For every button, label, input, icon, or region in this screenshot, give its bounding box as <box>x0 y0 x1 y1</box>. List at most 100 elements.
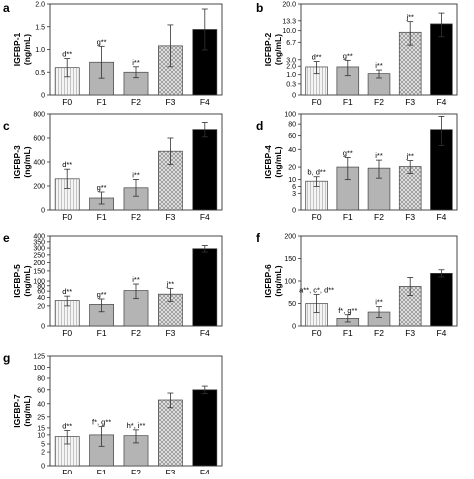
y-tick-label: 200 <box>33 184 45 191</box>
y-tick-label: 100 <box>284 279 296 286</box>
y-tick-label: 200 <box>284 234 296 241</box>
y-tick-label: 5 <box>41 442 45 449</box>
y-tick-label: 1.0 <box>35 47 45 54</box>
x-tick-label: F0 <box>62 468 72 474</box>
y-axis-label: IGFBP-5 <box>12 264 22 298</box>
y-tick-label: 150 <box>33 268 45 275</box>
y-tick-label: 200 <box>33 260 45 267</box>
y-tick-label: 1.5 <box>35 24 45 31</box>
panel-label: g <box>3 351 10 365</box>
y-tick-label: 0 <box>292 208 296 215</box>
y-axis-unit: (ng/mL) <box>22 146 32 177</box>
x-tick-label: F4 <box>200 212 210 222</box>
panel-c: c 0 200 400 600 800 IGFBP-3 (ng/mL) d** F0 g** F1 i*… <box>3 112 223 222</box>
x-tick-label: F0 <box>312 97 322 107</box>
significance-label: i** <box>375 61 383 70</box>
x-tick-label: F1 <box>343 212 353 222</box>
y-axis-label: IGFBP-7 <box>12 394 22 428</box>
x-tick-label: F2 <box>374 212 384 222</box>
x-tick-label: F2 <box>131 328 141 338</box>
y-axis-unit: (ng/mL) <box>273 146 283 177</box>
y-tick-label: 400 <box>33 234 45 241</box>
y-tick-label: 0 <box>41 324 45 331</box>
y-tick-label: 0 <box>292 324 296 331</box>
y-tick-label: 10.0 <box>282 28 296 35</box>
bar-F3 <box>158 399 183 467</box>
y-tick-label: 10 <box>288 177 296 184</box>
x-tick-label: F3 <box>405 97 415 107</box>
x-tick-label: F3 <box>165 468 175 474</box>
y-tick-label: 25 <box>37 414 45 421</box>
x-tick-label: F1 <box>343 328 353 338</box>
bar-F4 <box>192 129 218 211</box>
y-tick-label: 400 <box>33 160 45 167</box>
x-tick-label: F3 <box>405 212 415 222</box>
y-tick-label: 300 <box>33 246 45 253</box>
x-tick-label: F1 <box>97 97 107 107</box>
bar-F4 <box>192 248 218 327</box>
significance-label: g** <box>97 183 107 192</box>
significance-label: h*, i** <box>127 421 146 430</box>
y-tick-label: 60 <box>37 387 45 394</box>
significance-label: f*, g** <box>92 418 111 427</box>
y-tick-label: 0 <box>41 93 45 100</box>
significance-label: d** <box>312 53 322 62</box>
y-tick-label: 100 <box>284 112 296 119</box>
y-axis-unit: (ng/mL) <box>273 265 283 296</box>
y-axis-label: IGFBP-4 <box>263 145 273 179</box>
x-tick-label: F2 <box>374 97 384 107</box>
significance-label: i** <box>375 151 383 160</box>
y-tick-label: 0.5 <box>35 70 45 77</box>
significance-label: i** <box>375 298 383 307</box>
significance-label: d** <box>62 287 72 296</box>
y-tick-label: 100 <box>33 365 45 372</box>
significance-label: g** <box>343 148 353 157</box>
y-tick-label: 3.0 <box>286 57 296 64</box>
panel-b: b 0 0.3 1.02.03.0 6.7 10.0 13.3 20.0 IGFBP-2 (ng/… <box>256 1 458 107</box>
y-tick-label: 15 <box>37 425 45 432</box>
y-axis-label: IGFBP-1 <box>12 32 22 66</box>
y-tick-label: 250 <box>33 252 45 259</box>
y-tick-label: 80 <box>37 283 45 290</box>
y-tick-label: 6.7 <box>286 40 296 47</box>
y-tick-label: 2.0 <box>35 2 45 9</box>
significance-label: j** <box>405 13 414 22</box>
y-tick-label: 60 <box>288 133 296 140</box>
significance-label: d** <box>62 422 72 431</box>
significance-label: g** <box>97 290 107 299</box>
y-tick-label: 0 <box>41 208 45 215</box>
x-tick-label: F0 <box>62 212 72 222</box>
y-tick-label: 800 <box>33 112 45 119</box>
x-tick-label: F2 <box>131 212 141 222</box>
x-tick-label: F4 <box>200 97 210 107</box>
panel-a: a 0 0.5 1.0 1.5 2.0 IGFBP-1 (ng/mL) d** F0 g** F1 i*… <box>3 1 223 107</box>
panel-label: f <box>256 231 261 245</box>
panel-label: b <box>256 1 263 15</box>
y-tick-label: 13.3 <box>282 18 296 25</box>
significance-label: i** <box>132 58 140 67</box>
bar-F3 <box>158 293 183 327</box>
x-tick-label: F2 <box>131 468 141 474</box>
y-tick-label: 100 <box>33 279 45 286</box>
y-axis-unit: (ng/mL) <box>273 34 283 65</box>
x-tick-label: F3 <box>165 212 175 222</box>
y-tick-label: 350 <box>33 239 45 246</box>
significance-label: j** <box>405 152 414 161</box>
significance-label: d** <box>62 160 72 169</box>
y-tick-label: 2.0 <box>286 64 296 71</box>
y-axis-label: IGFBP-2 <box>263 32 273 66</box>
y-tick-label: 1.0 <box>286 72 296 79</box>
significance-label: a**, c*, d** <box>299 286 334 295</box>
x-tick-label: F1 <box>97 328 107 338</box>
x-tick-label: F3 <box>405 328 415 338</box>
significance-label: f*, g** <box>338 306 357 315</box>
x-tick-label: F0 <box>312 212 322 222</box>
y-tick-label: 20 <box>37 303 45 310</box>
y-tick-label: 150 <box>284 256 296 263</box>
y-tick-label: 80 <box>288 122 296 129</box>
panel-f: f 0 50 100 150 200 IGFBP-6 (ng/mL) a**, c*, d** F… <box>256 231 458 338</box>
x-tick-label: F0 <box>62 97 72 107</box>
